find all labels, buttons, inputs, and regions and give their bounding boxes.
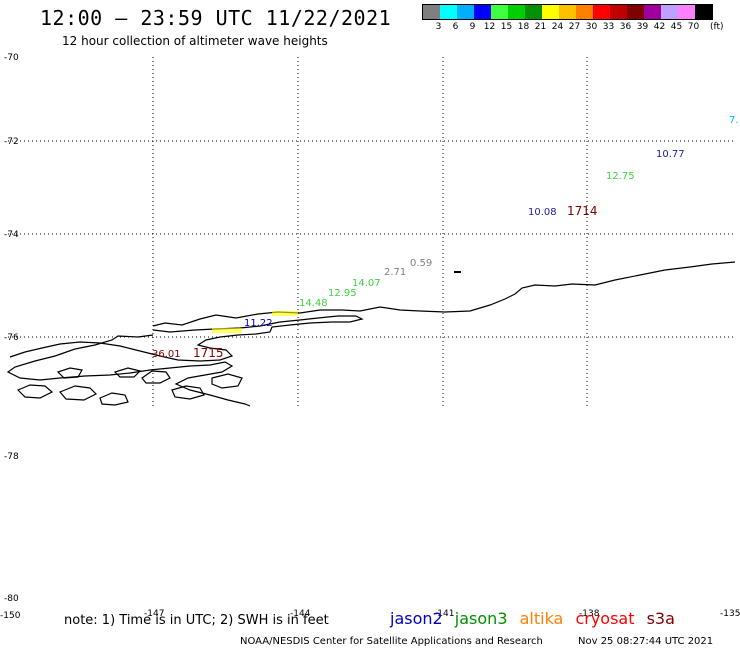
satellite-s3a: s3a: [646, 609, 675, 628]
lat-label: -76: [4, 333, 19, 343]
legend-label: 12: [483, 22, 496, 32]
lon-label: -150: [0, 611, 21, 621]
obs-time-label: 1715: [193, 346, 224, 360]
obs-yellow-marks: [212, 311, 298, 333]
lat-label: -70: [4, 53, 19, 63]
obs-label: 12.95: [328, 288, 357, 299]
obs-mark: [212, 328, 242, 333]
legend-label: 30: [585, 22, 598, 32]
legend-label: 33: [602, 22, 615, 32]
island-7: [113, 367, 142, 378]
legend-label: 18: [517, 22, 530, 32]
obs-label: 10.77: [656, 149, 685, 160]
legend-swatch: [474, 5, 491, 19]
obs-time-label: 1714: [567, 204, 598, 218]
satellite-jason3: jason3: [454, 609, 508, 628]
island-6: [56, 367, 83, 379]
island-2: [58, 385, 98, 401]
satellite-cryosat: cryosat: [575, 609, 635, 628]
legend-label: 45: [670, 22, 683, 32]
lon-label: -135: [720, 609, 740, 619]
legend-swatch: [593, 5, 610, 19]
legend-swatch: [644, 5, 661, 19]
lon-label: -138: [579, 609, 600, 619]
lon-label: -144: [290, 609, 311, 619]
legend-swatch: [627, 5, 644, 19]
wave-height-legend: (ft) 3 6 9 12 15 18 21 24 27 30 33 36 39 42 45 70: [422, 4, 724, 34]
obs-label: 2.71: [384, 267, 406, 278]
obs-label: 7.: [729, 115, 739, 126]
obs-label: 0.59: [410, 258, 432, 269]
footer-credit: NOAA/NESDIS Center for Satellite Applica…: [240, 636, 543, 647]
legend-swatch: [542, 5, 559, 19]
legend-swatch: [491, 5, 508, 19]
legend-unit: (ft): [710, 22, 724, 32]
legend-label: 24: [551, 22, 564, 32]
legend-swatch: [610, 5, 627, 19]
lat-label: -80: [4, 594, 19, 604]
legend-swatch: [576, 5, 593, 19]
legend-label: 15: [500, 22, 513, 32]
obs-label: 14.48: [299, 298, 328, 309]
satellite-jason2: jason2: [390, 609, 443, 628]
legend-swatch: [457, 5, 474, 19]
legend-label: 27: [568, 22, 581, 32]
obs-mark: [272, 311, 298, 316]
island-8: [211, 373, 243, 389]
legend-labels: (ft) 3 6 9 12 15 18 21 24 27 30 33 36 39 42 45 70: [422, 20, 724, 34]
island-3: [99, 392, 129, 406]
legend-swatch: [695, 5, 712, 19]
legend-label: 3: [435, 22, 442, 32]
legend-swatch: [508, 5, 525, 19]
axis-labels: -70 -72 -74 -76 -78 -80 -150 -147 -144 -…: [0, 53, 740, 621]
satellite-legend: jason2 jason3 altika cryosat s3a: [390, 609, 682, 628]
ice-shelf-coastline: [152, 261, 736, 327]
lat-label: -72: [4, 137, 19, 147]
lat-label: -74: [4, 230, 19, 240]
map-subtitle: 12 hour collection of altimeter wave hei…: [62, 34, 328, 48]
obs-label: 36.01: [152, 349, 181, 360]
island-4: [141, 370, 171, 384]
legend-color-bar: [422, 4, 713, 20]
wave-observations: 10.77 12.75 10.08 1714 0.59 2.71 14.07 1…: [152, 115, 739, 360]
obs-label: 12.75: [606, 171, 635, 182]
footer-timestamp: Nov 25 08:27:44 UTC 2021: [578, 636, 714, 647]
legend-label: 21: [534, 22, 547, 32]
map-title: 12:00 – 23:59 UTC 11/22/2021: [40, 6, 392, 30]
legend-swatch: [440, 5, 457, 19]
island-5: [171, 385, 205, 400]
legend-label: 39: [636, 22, 649, 32]
map-grid: [8, 57, 735, 406]
legend-label: 42: [653, 22, 666, 32]
island-1: [16, 384, 54, 399]
lon-label: -147: [144, 609, 164, 619]
legend-swatch: [525, 5, 542, 19]
obs-label: 10.08: [528, 207, 557, 218]
legend-label: 9: [469, 22, 476, 32]
legend-label: 36: [619, 22, 632, 32]
coastline: [6, 261, 736, 407]
lon-label: -141: [434, 609, 454, 619]
coastline-inner: [9, 315, 364, 362]
legend-label: 6: [452, 22, 459, 32]
legend-label: 70: [687, 22, 700, 32]
footer-note: note: 1) Time is in UTC; 2) SWH is in fe…: [64, 613, 329, 628]
coastline-mainland: [6, 334, 251, 407]
legend-swatch: [423, 5, 440, 19]
legend-swatch: [661, 5, 678, 19]
obs-label: 11.22: [244, 318, 273, 329]
lat-label: -78: [4, 452, 19, 462]
legend-swatch: [559, 5, 576, 19]
legend-swatch: [678, 5, 695, 19]
satellite-altika: altika: [519, 609, 564, 628]
obs-label: 14.07: [352, 278, 381, 289]
